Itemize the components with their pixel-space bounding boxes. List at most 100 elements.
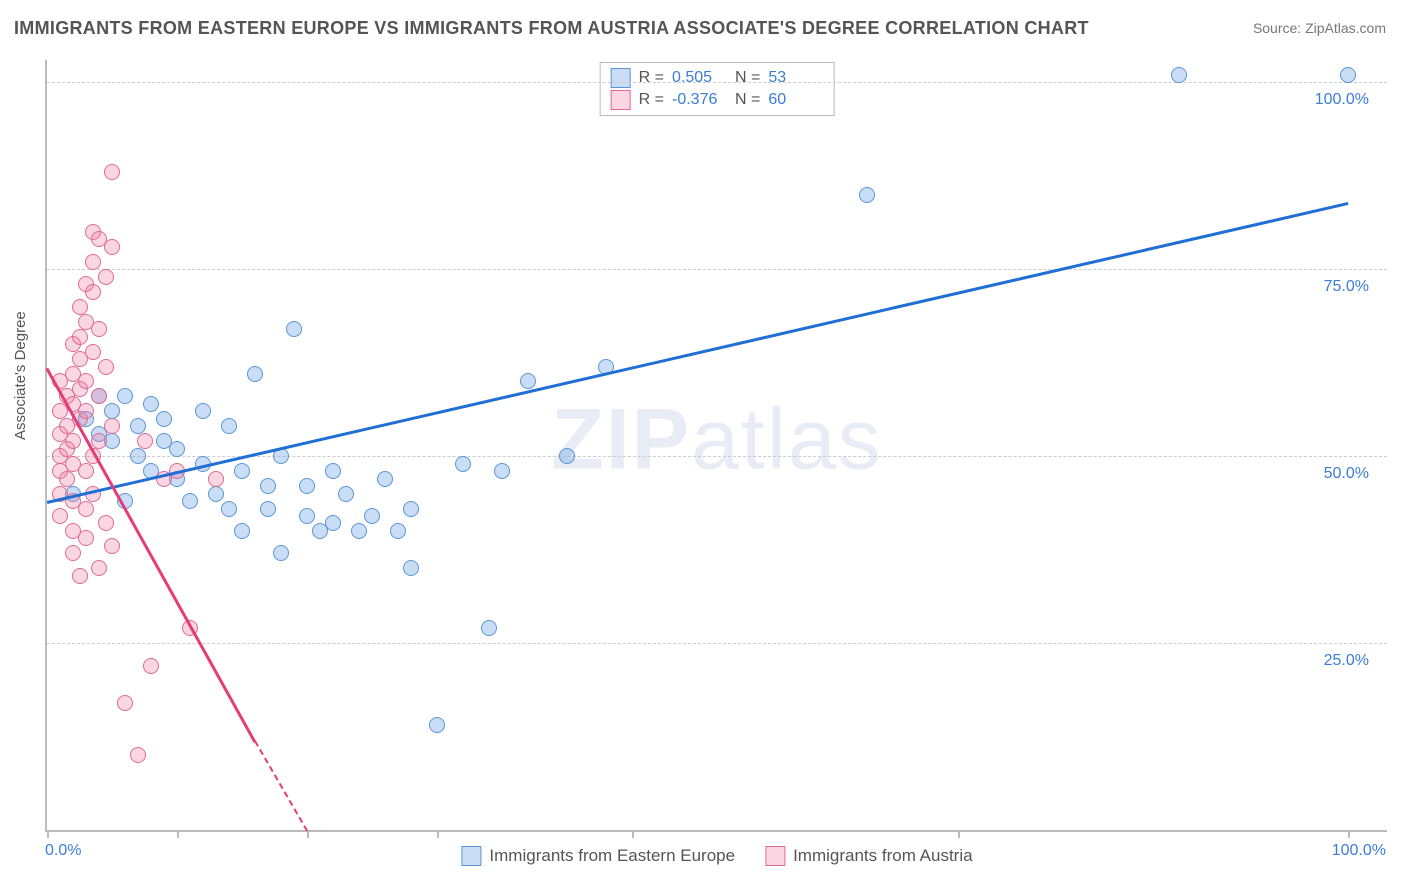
scatter-point — [72, 329, 88, 345]
scatter-point — [59, 471, 75, 487]
scatter-point — [78, 530, 94, 546]
plot-area: ZIPatlas R =0.505N =53R =-0.376N =60 Imm… — [45, 60, 1387, 832]
scatter-point — [1340, 67, 1356, 83]
watermark: ZIPatlas — [551, 391, 882, 490]
y-tick-label: 100.0% — [1315, 91, 1369, 109]
x-tick — [958, 830, 960, 838]
scatter-point — [78, 403, 94, 419]
scatter-point — [325, 515, 341, 531]
scatter-point — [338, 486, 354, 502]
scatter-point — [494, 463, 510, 479]
r-label: R = — [639, 89, 664, 111]
chart-container: IMMIGRANTS FROM EASTERN EUROPE VS IMMIGR… — [0, 0, 1406, 892]
correlation-legend: R =0.505N =53R =-0.376N =60 — [600, 62, 835, 116]
scatter-point — [195, 403, 211, 419]
scatter-point — [104, 403, 120, 419]
scatter-point — [72, 568, 88, 584]
scatter-point — [273, 545, 289, 561]
scatter-point — [143, 658, 159, 674]
source-attribution: Source: ZipAtlas.com — [1253, 20, 1386, 36]
scatter-point — [1171, 67, 1187, 83]
x-tick — [632, 830, 634, 838]
scatter-point — [85, 344, 101, 360]
scatter-point — [481, 620, 497, 636]
scatter-point — [208, 486, 224, 502]
legend-swatch — [461, 846, 481, 866]
scatter-point — [104, 418, 120, 434]
x-axis-max-label: 100.0% — [1332, 842, 1386, 860]
n-label: N = — [735, 89, 760, 111]
scatter-point — [52, 508, 68, 524]
scatter-point — [65, 545, 81, 561]
scatter-point — [299, 478, 315, 494]
x-tick — [177, 830, 179, 838]
scatter-point — [104, 538, 120, 554]
scatter-point — [130, 418, 146, 434]
gridline — [47, 643, 1387, 644]
scatter-point — [221, 418, 237, 434]
scatter-point — [208, 471, 224, 487]
scatter-point — [104, 164, 120, 180]
scatter-point — [299, 508, 315, 524]
y-tick-label: 75.0% — [1324, 278, 1369, 296]
legend-swatch — [765, 846, 785, 866]
scatter-point — [429, 717, 445, 733]
legend-label: Immigrants from Eastern Europe — [489, 846, 735, 866]
scatter-point — [390, 523, 406, 539]
legend-item: Immigrants from Austria — [765, 846, 973, 866]
scatter-point — [403, 501, 419, 517]
scatter-point — [104, 239, 120, 255]
chart-title: IMMIGRANTS FROM EASTERN EUROPE VS IMMIGR… — [14, 18, 1089, 39]
legend-row: R = -0.376 N = 60 — [611, 89, 824, 111]
scatter-point — [247, 366, 263, 382]
scatter-point — [78, 373, 94, 389]
watermark-zip: ZIP — [551, 392, 691, 488]
gridline — [47, 82, 1387, 83]
legend-swatch — [611, 68, 631, 88]
r-value: 0.505 — [672, 67, 727, 89]
scatter-point — [130, 448, 146, 464]
scatter-point — [137, 433, 153, 449]
scatter-point — [65, 433, 81, 449]
y-axis-label: Associate's Degree — [12, 311, 29, 440]
scatter-point — [351, 523, 367, 539]
scatter-point — [117, 388, 133, 404]
scatter-point — [91, 433, 107, 449]
n-label: N = — [735, 67, 760, 89]
y-tick-label: 50.0% — [1324, 465, 1369, 483]
r-value: -0.376 — [672, 89, 727, 111]
scatter-point — [325, 463, 341, 479]
source-value: ZipAtlas.com — [1305, 20, 1386, 36]
scatter-point — [403, 560, 419, 576]
y-tick-label: 25.0% — [1324, 652, 1369, 670]
scatter-point — [91, 321, 107, 337]
legend-swatch — [611, 90, 631, 110]
scatter-point — [78, 501, 94, 517]
scatter-point — [85, 284, 101, 300]
scatter-point — [221, 501, 237, 517]
scatter-point — [260, 478, 276, 494]
x-axis-min-label: 0.0% — [45, 842, 81, 860]
scatter-point — [91, 560, 107, 576]
scatter-point — [78, 463, 94, 479]
scatter-point — [91, 388, 107, 404]
scatter-point — [117, 695, 133, 711]
scatter-point — [143, 396, 159, 412]
x-tick — [1348, 830, 1350, 838]
legend-row: R =0.505N =53 — [611, 67, 824, 89]
n-value: 60 — [768, 89, 823, 111]
scatter-point — [286, 321, 302, 337]
legend-item: Immigrants from Eastern Europe — [461, 846, 735, 866]
scatter-point — [455, 456, 471, 472]
scatter-point — [364, 508, 380, 524]
scatter-point — [98, 359, 114, 375]
scatter-point — [859, 187, 875, 203]
scatter-point — [559, 448, 575, 464]
scatter-point — [260, 501, 276, 517]
scatter-point — [182, 493, 198, 509]
scatter-point — [377, 471, 393, 487]
scatter-point — [234, 523, 250, 539]
scatter-point — [98, 515, 114, 531]
scatter-point — [72, 299, 88, 315]
source-label: Source: — [1253, 20, 1301, 36]
